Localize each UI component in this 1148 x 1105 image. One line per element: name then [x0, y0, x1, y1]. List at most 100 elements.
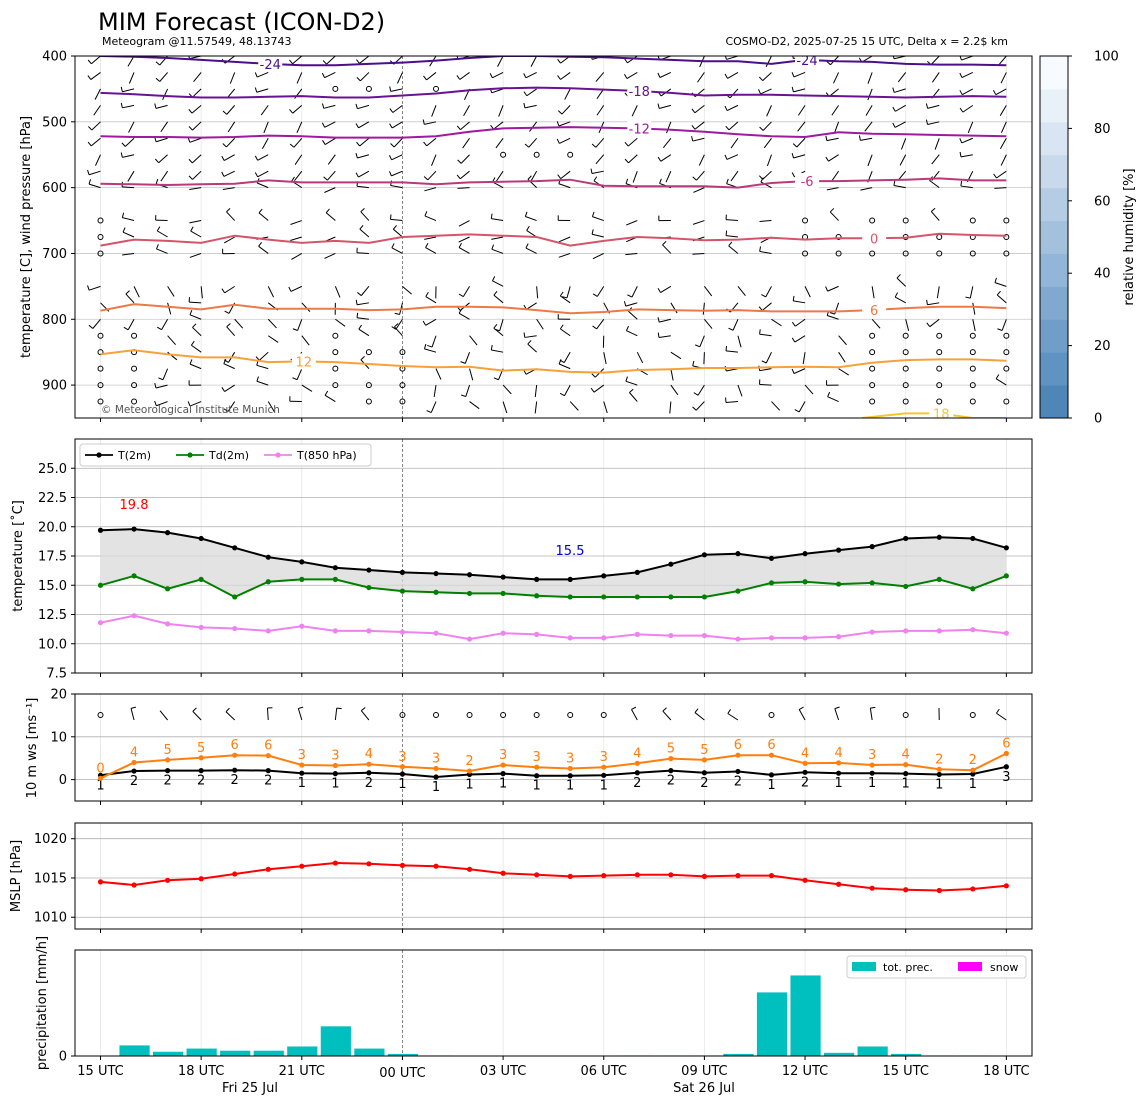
wind-barb-staff: [628, 310, 638, 320]
wind-barb-flag: [188, 126, 193, 131]
wind-barb-flag: [791, 368, 795, 374]
wind-barb-staff: [763, 137, 772, 149]
wind-barb-staff: [564, 88, 571, 100]
wind-gust-point: [836, 760, 842, 766]
t2m-point: [366, 567, 372, 573]
wind-barb-staff: [766, 105, 772, 117]
wind-barb-staff: [162, 368, 169, 380]
wind-speed-value-label: 1: [533, 779, 541, 794]
t2m-point: [198, 535, 204, 542]
td2m-point: [466, 590, 473, 597]
wind-barb-staff: [804, 384, 814, 395]
wind-barb-flag: [423, 75, 427, 81]
wind-barb-staff: [469, 401, 480, 410]
calm-wind-circle: [1003, 332, 1010, 339]
wind-barb-flag: [791, 153, 794, 159]
wind-barb-flag: [559, 324, 564, 330]
wind-barb-flag: [591, 229, 594, 235]
wind-speed-value-label: 2: [667, 774, 675, 789]
wind-barb-staff: [831, 105, 840, 116]
calm-wind-circle: [97, 234, 104, 240]
wind-barb-flag: [392, 225, 397, 230]
mslp-panel: 1010 1015 1020 MSLP [hPa]: [9, 822, 1033, 933]
wind-barb-staff: [692, 252, 705, 255]
wind-barb-flag: [291, 176, 295, 182]
wind-barb-staff: [760, 181, 772, 189]
precipitation-bar: [756, 992, 788, 1056]
wind-barb-flag: [155, 178, 159, 185]
temperature-lines: [97, 526, 1009, 642]
wind-barb-staff: [358, 328, 370, 337]
wind-barb-staff: [460, 121, 470, 131]
wind-barb-staff: [960, 154, 973, 158]
t850-point: [332, 628, 338, 634]
mslp-point: [399, 862, 406, 869]
t850-point: [97, 620, 104, 626]
calm-wind-circle: [131, 382, 138, 389]
mslp-point: [366, 861, 372, 867]
wind-barb-staff: [90, 137, 101, 147]
wind-gust-line: [100, 752, 1007, 780]
wind-barb-flag: [657, 287, 661, 293]
wind-barb-staff: [797, 105, 806, 116]
calm-wind-circle: [365, 382, 372, 389]
wind-barb-flag: [187, 137, 191, 143]
wind-barb-staff: [464, 352, 471, 364]
wind-barb-staff: [703, 352, 705, 365]
legend-tot-prec: tot. prec.: [883, 961, 933, 974]
calm-wind-circle: [902, 398, 909, 405]
wind-barb-staff: [192, 170, 202, 180]
wind-barb-staff: [192, 154, 202, 164]
calm-wind-circle: [902, 217, 909, 224]
mslp-point: [232, 871, 238, 877]
wind-barb-flag: [298, 706, 304, 709]
wind-barb-staff: [593, 384, 605, 393]
wind-barb-flag: [155, 77, 161, 82]
mslp-y-label: MSLP [hPa]: [9, 840, 24, 912]
wind-barb-staff: [927, 104, 940, 109]
wind-barb-staff: [493, 121, 504, 130]
calm-wind-circle: [332, 85, 339, 92]
wind-barb-staff: [88, 285, 101, 291]
wind-barb-staff: [596, 105, 605, 116]
calm-wind-circle: [399, 398, 406, 405]
wind-barb-flag: [88, 324, 94, 329]
t2m-point: [534, 576, 540, 583]
wind-barb-staff: [591, 170, 604, 175]
wind-barb-flag: [559, 291, 564, 297]
precipitation-bar: [153, 1051, 184, 1056]
precipitation-bar: [119, 1045, 150, 1056]
min-temperature-label: 15.5: [556, 544, 585, 559]
wind-barb-staff: [402, 285, 412, 295]
wind-barb-staff: [631, 286, 638, 298]
wind-barb-staff: [802, 352, 806, 365]
wind-barb-staff: [591, 233, 604, 238]
td2m-point: [701, 594, 708, 600]
wind-barb-flag: [254, 87, 258, 93]
wind-barb-staff: [498, 105, 504, 117]
wind-barb-flag: [87, 75, 92, 80]
wind-barb-staff: [726, 368, 739, 372]
wind-barb-staff: [133, 286, 140, 298]
wind-barb-staff: [356, 252, 369, 254]
isotherm-label: -12: [629, 122, 650, 137]
wind-barb-flag: [425, 242, 429, 248]
wind-barb-staff: [502, 384, 512, 395]
y-tick-label: 900: [42, 379, 67, 394]
t850-point: [500, 630, 506, 636]
calm-wind-circle: [969, 365, 976, 372]
calm-wind-circle: [802, 250, 809, 257]
wind-gust-value-label: 6: [1002, 736, 1010, 751]
wind-barb-staff: [536, 318, 544, 330]
wind-barb-flag: [557, 110, 563, 115]
wind-barb-staff: [335, 318, 346, 327]
wind-barb-flag: [691, 136, 694, 142]
isotherm-label: -6: [801, 175, 814, 190]
wind-barb-flag: [728, 327, 734, 331]
wind-speed-point: [701, 770, 708, 776]
calm-wind-circle: [97, 217, 104, 224]
calm-wind-circle: [365, 398, 372, 405]
wind-barb-flag: [87, 126, 93, 131]
wind-barb-staff: [696, 170, 705, 181]
wind-barb-staff: [529, 121, 538, 132]
